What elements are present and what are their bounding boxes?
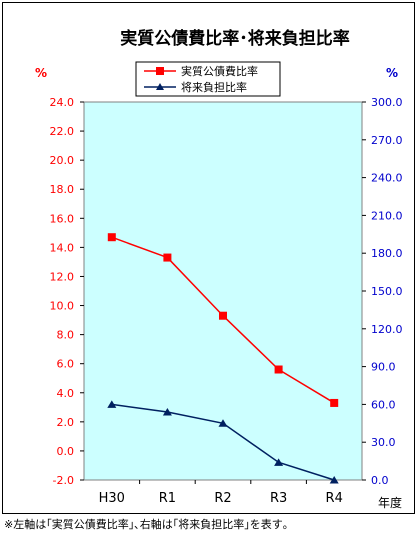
right-tick-label: 120.0 xyxy=(371,323,403,336)
right-axis: 300.0 270.0 240.0 210.0 180.0 150.0 120.0 90.0 6… xyxy=(362,96,403,487)
right-tick-label: 60.0 xyxy=(371,398,396,411)
left-tick-label: 20.0 xyxy=(50,154,75,167)
data-point-triangle xyxy=(329,476,339,484)
x-axis-label: 年度 xyxy=(378,495,402,510)
legend-label-debt-service: 実質公債費比率 xyxy=(181,64,258,78)
left-tick-label: 10.0 xyxy=(50,300,75,313)
right-axis-unit: % xyxy=(386,66,398,80)
x-tick-label: R4 xyxy=(326,491,343,506)
left-tick-label: 2.0 xyxy=(57,416,75,429)
x-axis: H30 R1 R2 R3 R4 xyxy=(99,480,343,506)
x-tick-label: R3 xyxy=(270,491,287,506)
data-point-triangle xyxy=(274,458,284,466)
data-point-triangle xyxy=(218,419,228,427)
legend-marker-square xyxy=(156,67,164,75)
chart: 実質公債費比率･将来負担比率 % % 実質公債費比率 将来負担比率 24.0 22… xyxy=(35,28,403,510)
axis-note: ※左軸は｢実質公債費比率｣､右軸は｢将来負担比率｣を表す｡ xyxy=(4,518,289,531)
right-tick-label: 240.0 xyxy=(371,172,403,185)
data-point-triangle xyxy=(107,400,117,408)
left-tick-label: 24.0 xyxy=(50,96,75,109)
left-tick-label: 14.0 xyxy=(50,241,75,254)
legend-label-future-burden: 将来負担比率 xyxy=(181,80,247,94)
left-tick-label: -2.0 xyxy=(53,474,74,487)
data-point-square xyxy=(274,365,283,374)
left-tick-label: 8.0 xyxy=(57,329,75,342)
data-point-square xyxy=(219,311,227,320)
left-tick-label: 12.0 xyxy=(50,270,75,283)
left-tick-label: 0.0 xyxy=(57,445,75,458)
left-tick-label: 18.0 xyxy=(50,183,75,196)
legend-marker-triangle xyxy=(156,83,164,90)
left-tick-label: 22.0 xyxy=(50,125,75,138)
data-point-triangle xyxy=(162,407,172,416)
right-tick-label: 180.0 xyxy=(371,247,403,260)
left-tick-label: 6.0 xyxy=(57,358,75,371)
right-tick-label: 30.0 xyxy=(371,436,396,449)
x-tick-label: H30 xyxy=(99,491,125,506)
right-tick-label: 270.0 xyxy=(371,134,403,147)
right-tick-label: 150.0 xyxy=(371,285,403,298)
right-tick-label: 0.0 xyxy=(371,474,389,487)
plot-area xyxy=(83,101,363,481)
right-tick-label: 90.0 xyxy=(371,361,396,374)
data-point-square xyxy=(107,233,116,242)
x-tick-label: R1 xyxy=(159,491,176,506)
legend: 実質公債費比率 将来負担比率 xyxy=(135,61,281,97)
x-tick-label: R2 xyxy=(214,491,231,506)
left-axis-unit: % xyxy=(35,66,47,80)
left-tick-label: 4.0 xyxy=(57,387,75,400)
chart-title: 実質公債費比率･将来負担比率 xyxy=(120,28,350,49)
left-tick-label: 16.0 xyxy=(50,212,75,225)
series-markers xyxy=(107,233,339,484)
data-point-square xyxy=(330,398,339,407)
left-axis: 24.0 22.0 20.0 18.0 16.0 14.0 12.0 10.0 8.0 6.0 4.… xyxy=(50,96,84,487)
right-tick-label: 210.0 xyxy=(371,209,403,222)
chart-frame: 実質公債費比率･将来負担比率 % % 実質公債費比率 将来負担比率 24.0 22… xyxy=(2,2,415,514)
right-tick-label: 300.0 xyxy=(371,96,403,109)
data-point-square xyxy=(163,253,172,262)
